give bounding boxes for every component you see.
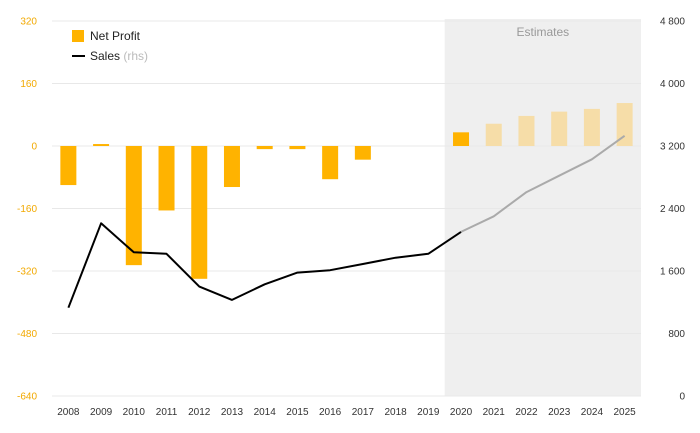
net-profit-bar bbox=[551, 111, 568, 146]
net-profit-bar bbox=[453, 132, 470, 146]
sales-line-estimates bbox=[460, 134, 626, 233]
right-axis-tick: 3 200 bbox=[660, 142, 685, 153]
estimates-label: Estimates bbox=[516, 25, 569, 39]
net-profit-bar bbox=[223, 146, 240, 188]
net-profit-bar bbox=[125, 146, 142, 266]
sales-line-actual bbox=[67, 222, 462, 309]
legend-sales-name: Sales bbox=[90, 49, 120, 63]
net-profit-bar bbox=[322, 146, 339, 180]
x-axis-tick: 2017 bbox=[352, 407, 375, 418]
x-axis-tick: 2020 bbox=[450, 407, 473, 418]
right-axis-tick: 2 400 bbox=[660, 204, 685, 215]
x-axis-tick: 2025 bbox=[614, 407, 637, 418]
left-axis: 320 160 0 -160 -320 -480 -640 bbox=[17, 17, 37, 403]
net-profit-bar bbox=[158, 146, 175, 211]
x-axis-tick: 2021 bbox=[483, 407, 506, 418]
x-axis-tick: 2008 bbox=[57, 407, 80, 418]
net-profit-bar bbox=[256, 146, 273, 150]
right-axis-tick: 0 bbox=[679, 392, 685, 403]
x-axis-tick: 2010 bbox=[123, 407, 146, 418]
x-axis-tick: 2009 bbox=[90, 407, 113, 418]
x-axis-tick: 2012 bbox=[188, 407, 211, 418]
right-axis-tick: 4 800 bbox=[660, 17, 685, 28]
net-profit-bar bbox=[93, 144, 110, 146]
net-profit-bar bbox=[289, 146, 306, 150]
gridlines bbox=[52, 20, 641, 397]
x-axis-tick: 2014 bbox=[254, 407, 277, 418]
x-axis-tick: 2019 bbox=[417, 407, 440, 418]
net-profit-bar bbox=[354, 146, 371, 160]
net-profit-bar bbox=[485, 123, 502, 146]
x-axis-tick: 2018 bbox=[384, 407, 407, 418]
net-profit-bar bbox=[583, 108, 600, 146]
x-axis: 2008 2009 2010 2011 2012 2013 2014 2015 2016 2017… bbox=[57, 407, 636, 418]
right-axis-tick: 4 000 bbox=[660, 79, 685, 90]
net-profit-bar bbox=[518, 115, 535, 146]
net-profit-bar bbox=[191, 146, 208, 279]
x-axis-tick: 2022 bbox=[515, 407, 538, 418]
legend: Net Profit Sales (rhs) bbox=[72, 29, 148, 63]
x-axis-tick: 2024 bbox=[581, 407, 604, 418]
right-axis-tick: 1 600 bbox=[660, 267, 685, 278]
x-axis-tick: 2016 bbox=[319, 407, 342, 418]
x-axis-tick: 2023 bbox=[548, 407, 571, 418]
right-axis: 4 800 4 000 3 200 2 400 1 600 800 0 bbox=[660, 17, 685, 403]
legend-net-profit-label: Net Profit bbox=[90, 29, 141, 43]
net-profit-bar bbox=[616, 103, 633, 146]
left-axis-tick: -160 bbox=[17, 204, 37, 215]
sales-line bbox=[67, 134, 626, 309]
x-axis-tick: 2015 bbox=[286, 407, 309, 418]
right-axis-tick: 800 bbox=[668, 329, 685, 340]
left-axis-tick: -640 bbox=[17, 392, 37, 403]
left-axis-tick: 0 bbox=[31, 142, 37, 153]
estimates-region bbox=[444, 19, 641, 396]
legend-net-profit-swatch bbox=[72, 30, 84, 42]
left-axis-tick: 160 bbox=[20, 79, 37, 90]
legend-sales-label: Sales (rhs) bbox=[90, 49, 148, 63]
left-axis-tick: -480 bbox=[17, 329, 37, 340]
x-axis-tick: 2013 bbox=[221, 407, 244, 418]
left-axis-tick: -320 bbox=[17, 267, 37, 278]
left-axis-tick: 320 bbox=[20, 17, 37, 28]
net-profit-bars bbox=[60, 103, 633, 279]
net-profit-bar bbox=[60, 146, 77, 186]
legend-sales-rhs: (rhs) bbox=[123, 49, 148, 63]
x-axis-tick: 2011 bbox=[156, 407, 178, 418]
